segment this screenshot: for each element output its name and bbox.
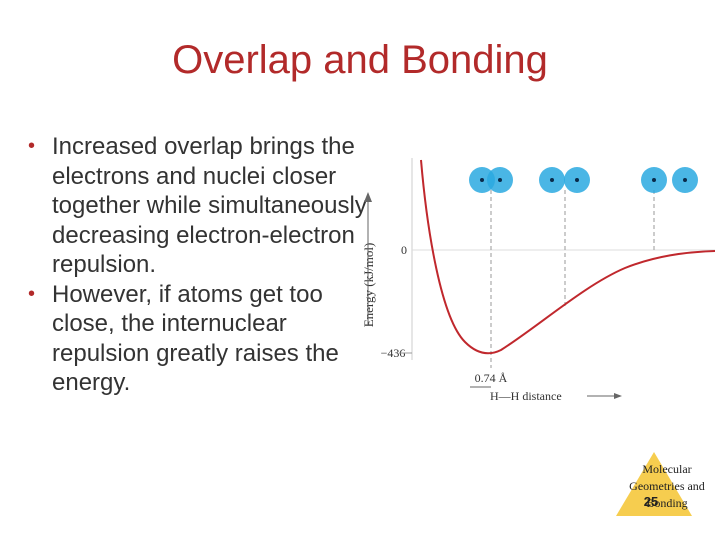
bullet-text: However, if atoms get too close, the int… xyxy=(52,280,339,397)
zero-label: 0 xyxy=(401,243,407,257)
nucleus-dot xyxy=(480,178,484,182)
nucleus-dot xyxy=(498,178,502,182)
bullet-text: Increased overlap brings the electrons a… xyxy=(52,133,367,278)
nucleus-dot xyxy=(550,178,554,182)
bullet-item: • Increased overlap brings the electrons… xyxy=(28,132,388,280)
y-axis-arrowhead xyxy=(364,192,372,202)
bullet-list: • Increased overlap brings the electrons… xyxy=(28,132,388,398)
nucleus-dot xyxy=(575,178,579,182)
nucleus-dot xyxy=(652,178,656,182)
bullet-marker: • xyxy=(28,135,36,157)
page-number: 25 xyxy=(643,494,659,509)
footer-topic: Molecular Geometries and Bonding xyxy=(629,462,705,510)
x-axis-label: H—H distance xyxy=(490,389,562,403)
footer-triangle-icon xyxy=(616,452,692,516)
min-energy-label: −436 xyxy=(381,346,406,360)
bullet-item: • However, if atoms get too close, the i… xyxy=(28,280,388,398)
bond-length-label: 0.74 Å xyxy=(475,371,508,385)
potential-energy-diagram: Energy (kJ/mol) 0 −436 0.74 Å H—H distan… xyxy=(361,158,715,403)
bullet-marker: • xyxy=(28,282,36,305)
slide-title: Overlap and Bonding xyxy=(172,38,548,82)
x-axis-arrowhead xyxy=(614,393,622,399)
nucleus-dot xyxy=(683,178,687,182)
potential-energy-curve xyxy=(420,159,715,355)
